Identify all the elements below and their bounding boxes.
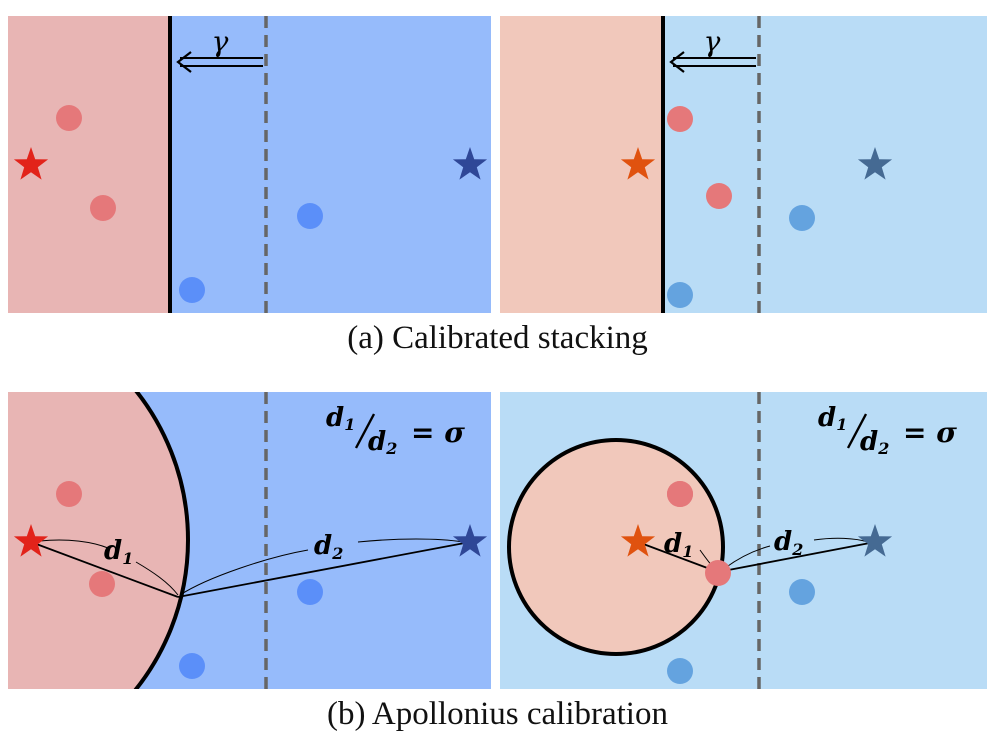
d2-label: d2 — [314, 531, 343, 563]
panel-a-left: γ — [8, 16, 491, 313]
red-star-icon — [13, 147, 49, 180]
gamma-label: γ — [704, 25, 721, 58]
blue-dot — [297, 579, 323, 605]
double-arrow-left-icon — [176, 51, 263, 73]
blue-star-icon — [452, 524, 488, 557]
d1-line — [30, 541, 179, 598]
blue-dot — [179, 277, 205, 303]
blue-region — [663, 16, 987, 313]
svg-text:d1: d1 — [326, 403, 355, 434]
ratio-label: d1 d2 = σ — [326, 403, 465, 458]
panel-a-right: γ — [500, 16, 987, 313]
svg-text:d2: d2 — [368, 427, 397, 458]
svg-text:d1: d1 — [818, 403, 847, 434]
svg-text:= σ: = σ — [903, 416, 957, 449]
blue-dot — [667, 658, 693, 684]
gamma-label: γ — [212, 25, 229, 58]
blue-star-icon — [857, 147, 893, 180]
red-dot — [667, 106, 693, 132]
d2-callout — [179, 549, 309, 596]
blue-star-icon — [857, 524, 893, 557]
red-star-icon — [620, 524, 656, 557]
caption-b: (b) Apollonius calibration — [327, 696, 668, 732]
d1-callout — [39, 539, 109, 549]
d1-callout — [135, 561, 179, 596]
red-star-icon — [620, 147, 656, 180]
d2-line — [717, 541, 876, 573]
d1-label: d1 — [664, 529, 693, 561]
svg-text:d2: d2 — [860, 427, 889, 458]
d2-line — [177, 541, 471, 598]
blue-dot — [297, 203, 323, 229]
double-arrow-left-icon — [669, 51, 756, 73]
d1-line — [637, 541, 719, 573]
panel-b-right: d1 d2 d1 d2 = σ — [500, 392, 987, 689]
blue-star-icon — [452, 147, 488, 180]
red-dot — [705, 560, 731, 586]
ratio-label: d1 d2 = σ — [818, 403, 957, 458]
svg-text:= σ: = σ — [411, 416, 465, 449]
blue-dot — [667, 282, 693, 308]
panel-b-left: d1 d2 d1 d2 = σ — [8, 392, 491, 689]
d1-label: d1 — [104, 536, 133, 568]
red-dot — [89, 571, 115, 597]
red-dot — [706, 183, 732, 209]
red-dot — [56, 105, 82, 131]
caption-a: (a) Calibrated stacking — [347, 320, 648, 356]
blue-dot — [789, 579, 815, 605]
apollonius-circle — [8, 392, 190, 689]
red-dot — [667, 481, 693, 507]
d2-label: d2 — [774, 527, 803, 559]
red-dot — [56, 481, 82, 507]
blue-region — [170, 16, 491, 313]
d2-callout — [724, 545, 771, 569]
red-star-icon — [13, 524, 49, 557]
blue-dot — [179, 653, 205, 679]
blue-dot — [789, 205, 815, 231]
red-dot — [90, 195, 116, 221]
d2-callout — [357, 538, 464, 543]
